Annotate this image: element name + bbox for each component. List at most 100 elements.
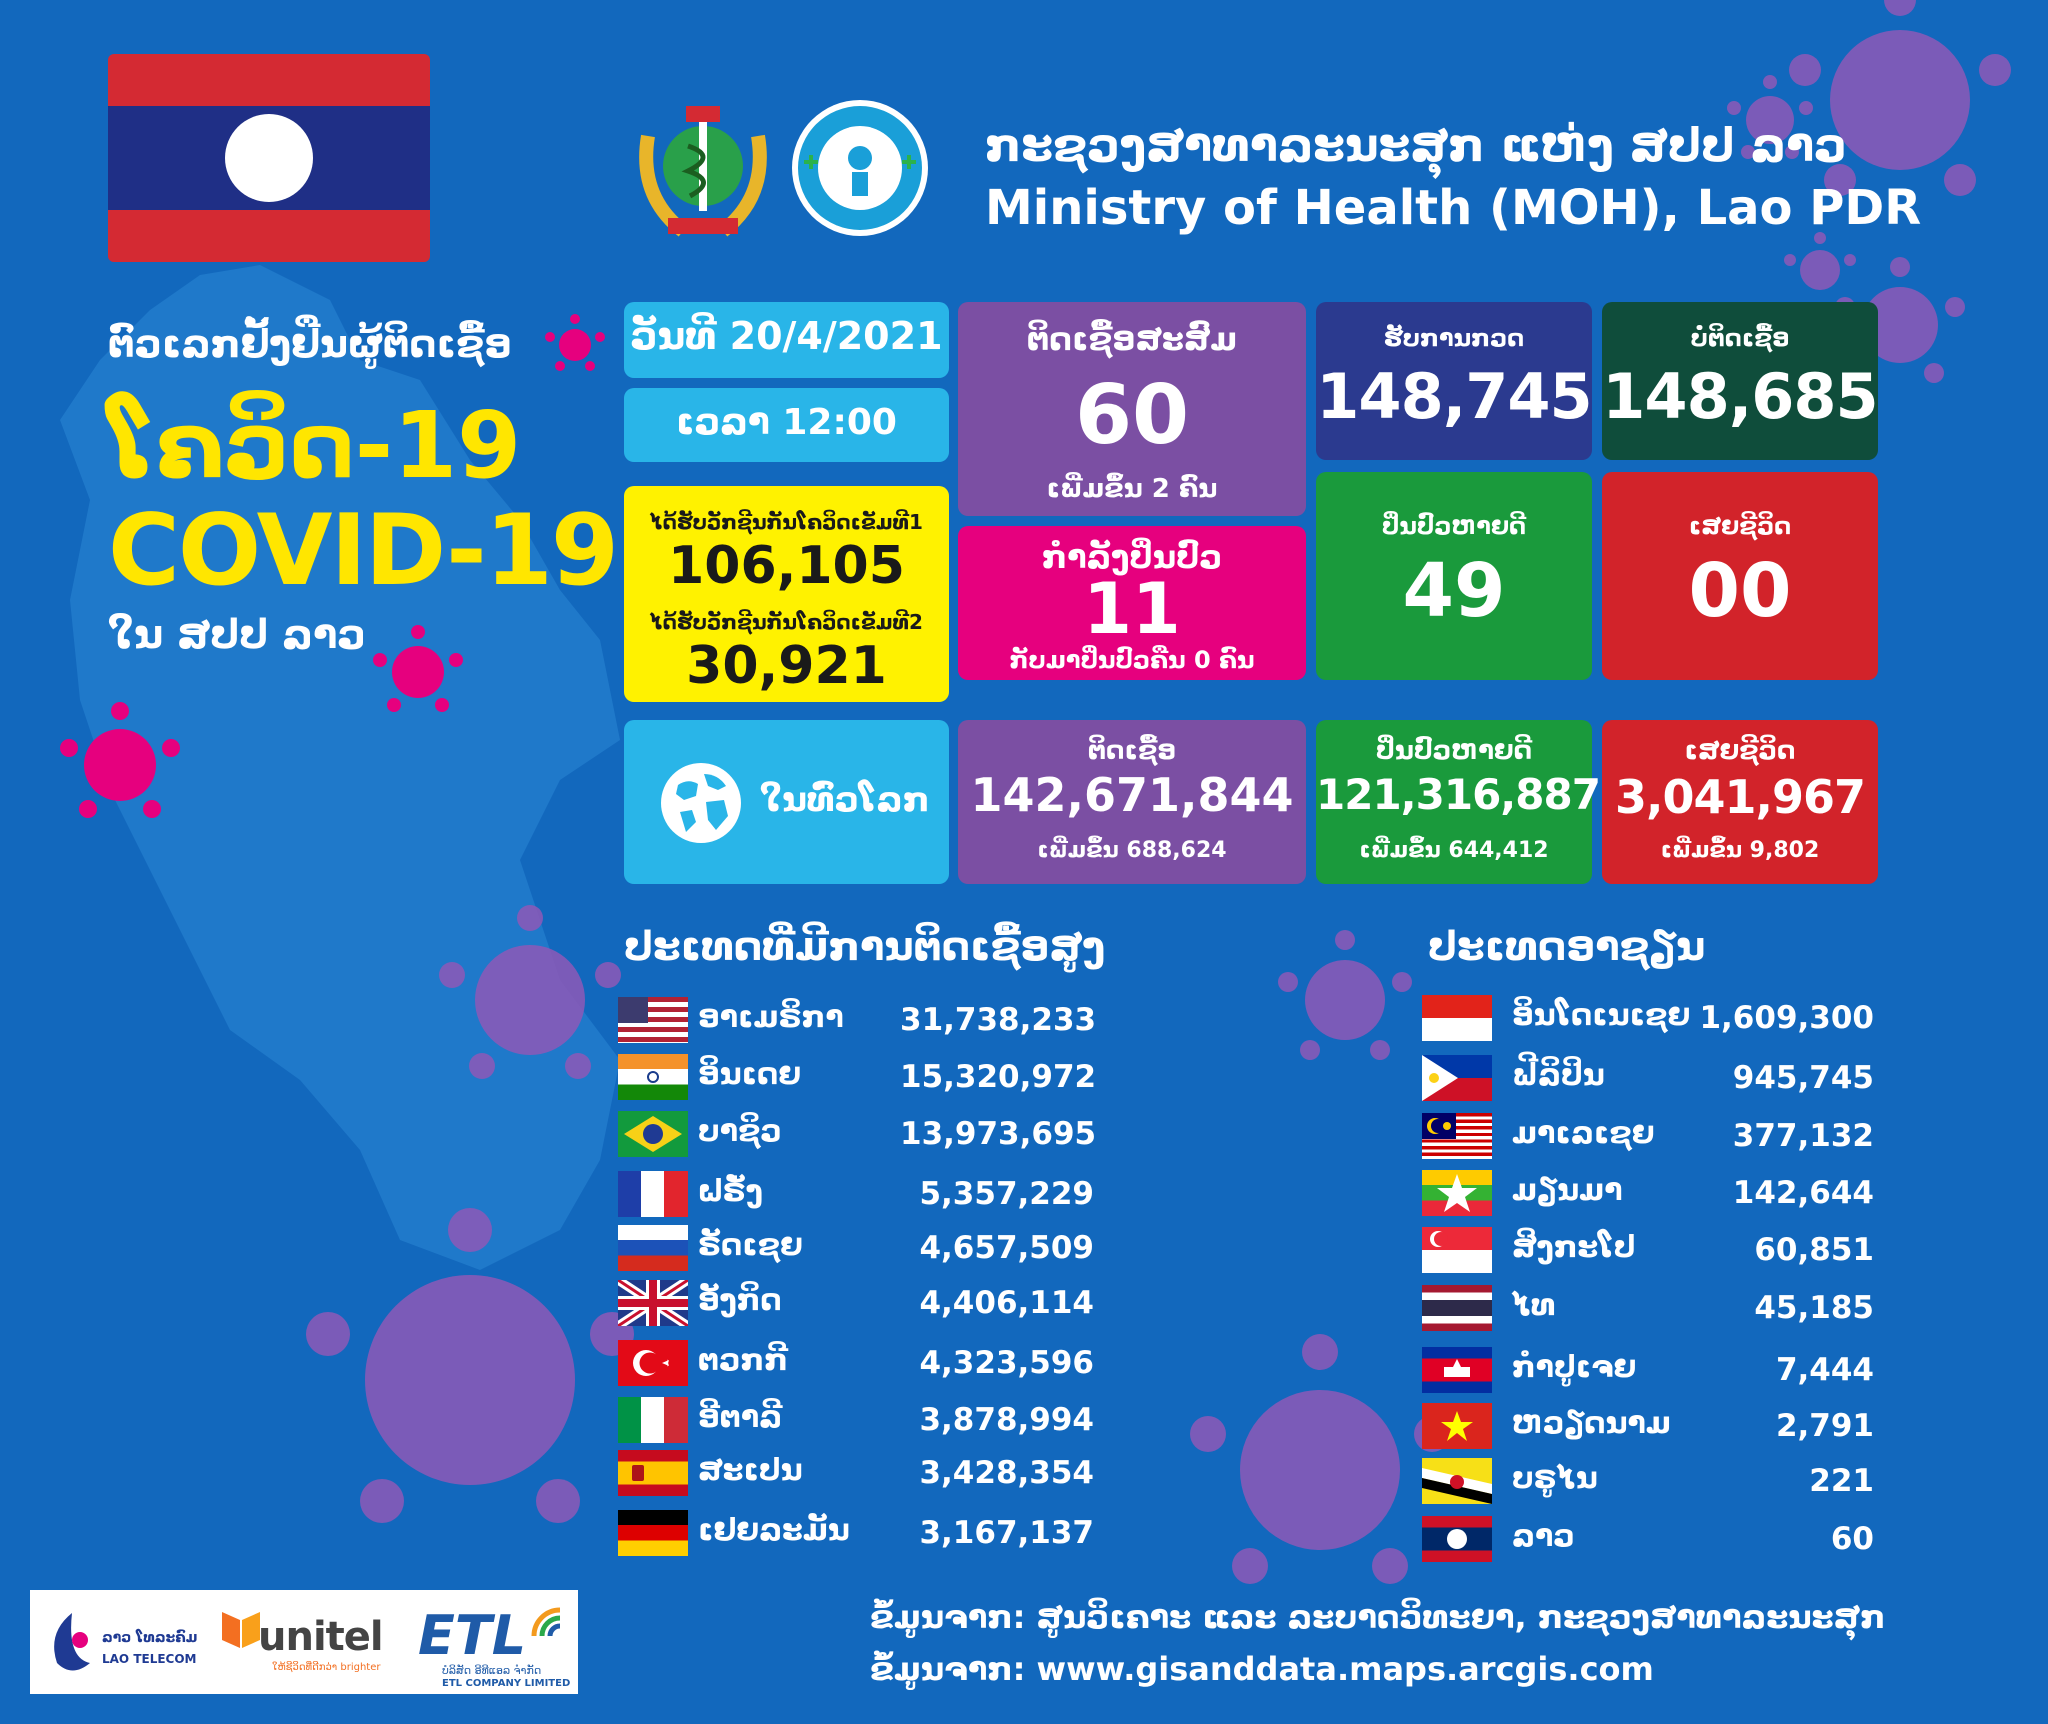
treating-label: ກຳລັງປິ່ນປົວ [1041,538,1223,576]
world-deaths-label: ເສຍຊີວິດ [1684,736,1796,766]
country-value: 4,657,509 [919,1230,1094,1266]
turkey-flag [618,1340,688,1386]
tested-label: ຮັບການກວດ [1383,324,1525,352]
recovered-box: ປິ່ນປົວຫາຍດີ 49 [1316,472,1592,680]
virus-icon [306,1208,634,1523]
country-value: 60 [1830,1521,1874,1557]
country-name: ສິງກະໂປ [1512,1230,1636,1265]
country-name: ອິນໂດເນເຊຍ [1512,998,1691,1033]
country-name: ຫວຽດນາມ [1512,1406,1671,1441]
cumulative-value: 60 [1074,368,1190,463]
globe-icon [658,760,744,846]
country-name: ຕວກກີ [698,1343,788,1378]
cumulative-cases-box: ຕິດເຊື້ອສະສົມ 60 ເພີ່ມຂຶ້ນ 2 ຄົນ [958,302,1306,516]
country-value: 3,428,354 [919,1455,1094,1491]
virus-icon [1727,75,1813,159]
indonesia-flag [1422,995,1492,1041]
cumulative-label: ຕິດເຊື້ອສະສົມ [1026,320,1238,358]
sponsor-logos: ລາວ ໂທລະຄົມ LAO TELECOM unitel ໃຫ້ຊີວິດທ… [30,1590,578,1694]
country-value: 3,167,137 [919,1515,1094,1551]
country-value: 45,185 [1754,1290,1874,1326]
us-flag [618,997,688,1043]
tested-value: 148,745 [1316,360,1592,433]
country-value: 60,851 [1754,1232,1874,1268]
brazil-flag [618,1111,688,1157]
country-name: ລາວ [1512,1519,1575,1554]
ministry-title-lao: ກະຊວງສາທາລະນະສຸກ ແຫ່ງ ສປປ ລາວ [985,118,1847,172]
world-recovered-sub: ເພີ່ມຂຶ້ນ 644,412 [1359,838,1549,863]
treating-box: ກຳລັງປິ່ນປົວ 11 ກັບມາປິ່ນປົວຄືນ 0 ຄົນ [958,526,1306,680]
world-box: ໃນທົ່ວໂລກ [624,720,949,884]
country-name: ສະເປນ [698,1453,803,1488]
laos-flag [108,54,430,262]
recovered-label: ປິ່ນປົວຫາຍດີ [1381,512,1527,540]
vaccine-dose2-label: ໄດ້ຮັບວັກຊີນກັນໂຄວິດເຂັມທີ2 [650,610,923,634]
country-name: ອີຕາລີ [698,1400,783,1435]
spain-flag [618,1450,688,1496]
etl-en: ETL COMPANY LIMITED [442,1678,571,1689]
myanmar-flag [1422,1170,1492,1216]
recovered-value: 49 [1402,548,1506,634]
source-line-1: ຂໍ້ມູນຈາກ: ສູນວິເຄາະ ແລະ ລະບາດວິທະຍາ, ກະ… [870,1598,1886,1636]
headline: ຕົວເລກຢັ້ງຢືນຜູ້ຕິດເຊື້ອ [108,322,512,366]
world-infected-sub: ເພີ່ມຂຶ້ນ 688,624 [1037,838,1227,863]
brunei-flag [1422,1458,1492,1504]
asean-title: ປະເທດອາຊຽນ [1428,924,1706,970]
singapore-flag [1422,1227,1492,1273]
virus-icon [1190,1334,1450,1584]
virus-icon [1278,930,1412,1060]
country-value: 1,609,300 [1699,1000,1874,1036]
unitel-tagline: ໃຫ້ຊີວິດທີ່ດີກວ່າ brighter [272,1662,381,1673]
country-name: ມຽນມາ [1512,1173,1623,1208]
country-name: ບຣູໄນ [1512,1461,1598,1496]
country-value: 5,357,229 [919,1176,1094,1212]
vaccine-box: ໄດ້ຮັບວັກຊີນກັນໂຄວິດເຂັມທີ1 106,105 ໄດ້ຮ… [624,486,949,702]
world-recovered-box: ປິ່ນປົວຫາຍດີ 121,316,887 ເພີ່ມຂຶ້ນ 644,4… [1316,720,1601,884]
country-name: ເຢຍລະມັນ [698,1513,850,1548]
cceh-logo [790,98,930,238]
virus-icon [1784,232,1856,290]
world-recovered-label: ປິ່ນປົວຫາຍດີ [1375,736,1533,766]
france-flag [618,1171,688,1217]
lao-telecom-en: LAO TELECOM [102,1652,197,1666]
india-flag [618,1054,688,1100]
country-value: 4,406,114 [919,1285,1094,1321]
vaccine-dose2-value: 30,921 [686,636,887,696]
deaths-box: ເສຍຊີວິດ 00 [1602,472,1878,680]
virus-icon [545,314,605,371]
negative-label: ບໍ່ຕິດເຊື້ອ [1690,324,1790,352]
country-value: 15,320,972 [900,1059,1097,1095]
country-name: ມາເລເຊຍ [1512,1116,1655,1151]
country-value: 31,738,233 [900,1002,1097,1038]
deaths-value: 00 [1688,548,1792,634]
country-name: ອາເມຣິກາ [698,1000,844,1035]
covid-title-lao: ໂຄວິດ-19 [108,392,522,499]
world-infected-box: ຕິດເຊື້ອ 142,671,844 ເພີ່ມຂຶ້ນ 688,624 [958,720,1306,884]
world-recovered-value: 121,316,887 [1316,770,1601,819]
world-infected-value: 142,671,844 [970,768,1294,822]
germany-flag [618,1510,688,1556]
top-countries-title: ປະເທດທີ່ມີການຕິດເຊື້ອສູງ [624,924,1106,970]
world-label: ໃນທົ່ວໂລກ [760,780,930,820]
moh-emblem-logo [628,96,778,246]
country-value: 221 [1809,1463,1874,1499]
country-value: 377,132 [1732,1118,1874,1154]
negative-value: 148,685 [1602,360,1878,433]
treating-sub: ກັບມາປິ່ນປົວຄືນ 0 ຄົນ [1009,646,1255,674]
uk-flag [618,1280,688,1326]
world-deaths-box: ເສຍຊີວິດ 3,041,967 ເພີ່ມຂຶ້ນ 9,802 [1602,720,1878,884]
virus-icon [373,625,463,712]
covid-title-en: COVID-19 [108,494,619,608]
country-value: 945,745 [1732,1060,1874,1096]
country-value: 13,973,695 [900,1116,1097,1152]
country-name: ອັງກິດ [698,1283,782,1318]
country-name: ຝຣັ່ງ [698,1174,763,1209]
malaysia-flag [1422,1113,1492,1159]
world-deaths-sub: ເພີ່ມຂຶ້ນ 9,802 [1660,838,1820,863]
country-value: 7,444 [1775,1352,1874,1388]
country-name: ຣັດເຊຍ [698,1228,803,1263]
cambodia-flag [1422,1347,1492,1393]
cumulative-sub: ເພີ່ມຂຶ້ນ 2 ຄົນ [1046,474,1218,504]
country-value: 142,644 [1732,1175,1874,1211]
